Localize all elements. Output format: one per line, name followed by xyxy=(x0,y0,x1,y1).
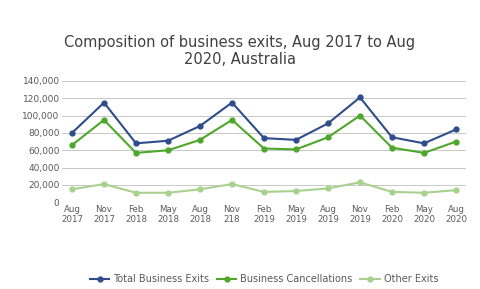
Business Cancellations xyxy=(197,138,203,142)
Business Cancellations xyxy=(229,118,235,122)
Total Business Exits xyxy=(357,96,363,99)
Business Cancellations xyxy=(165,149,171,152)
Text: Composition of business exits, Aug 2017 to Aug
2020, Australia: Composition of business exits, Aug 2017 … xyxy=(64,35,416,67)
Total Business Exits xyxy=(293,138,299,142)
Business Cancellations xyxy=(69,143,75,147)
Total Business Exits xyxy=(389,136,395,139)
Total Business Exits xyxy=(69,131,75,135)
Other Exits xyxy=(357,181,363,184)
Line: Other Exits: Other Exits xyxy=(70,180,458,195)
Line: Total Business Exits: Total Business Exits xyxy=(70,95,458,146)
Business Cancellations xyxy=(357,114,363,117)
Business Cancellations xyxy=(293,148,299,151)
Other Exits xyxy=(69,188,75,191)
Business Cancellations xyxy=(261,147,267,150)
Total Business Exits xyxy=(261,136,267,140)
Total Business Exits xyxy=(229,101,235,104)
Legend: Total Business Exits, Business Cancellations, Other Exits: Total Business Exits, Business Cancellat… xyxy=(86,270,442,288)
Other Exits xyxy=(325,187,331,190)
Total Business Exits xyxy=(421,142,427,145)
Total Business Exits xyxy=(325,122,331,125)
Other Exits xyxy=(261,190,267,194)
Other Exits xyxy=(389,190,395,194)
Business Cancellations xyxy=(101,118,107,122)
Other Exits xyxy=(133,191,139,194)
Other Exits xyxy=(229,182,235,186)
Total Business Exits xyxy=(453,128,459,131)
Total Business Exits xyxy=(197,124,203,128)
Line: Business Cancellations: Business Cancellations xyxy=(70,113,458,155)
Total Business Exits xyxy=(101,101,107,104)
Business Cancellations xyxy=(389,146,395,149)
Other Exits xyxy=(101,182,107,186)
Business Cancellations xyxy=(453,140,459,143)
Total Business Exits xyxy=(133,142,139,145)
Business Cancellations xyxy=(133,151,139,155)
Other Exits xyxy=(293,189,299,193)
Total Business Exits xyxy=(165,139,171,142)
Other Exits xyxy=(453,188,459,192)
Other Exits xyxy=(197,188,203,191)
Other Exits xyxy=(165,191,171,194)
Other Exits xyxy=(421,191,427,194)
Business Cancellations xyxy=(421,151,427,155)
Business Cancellations xyxy=(325,136,331,139)
